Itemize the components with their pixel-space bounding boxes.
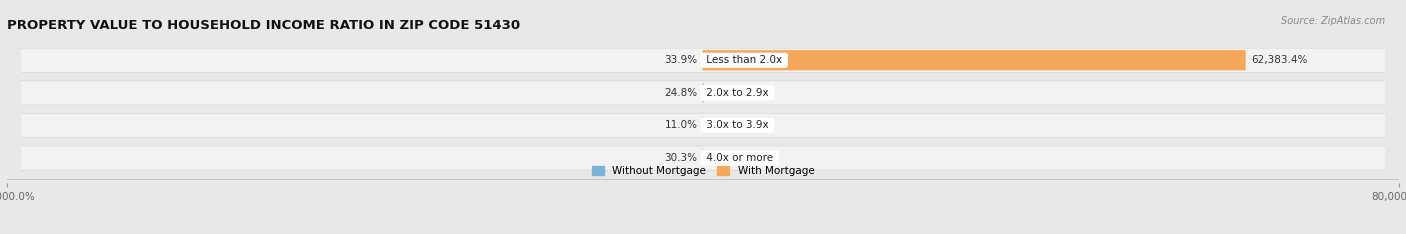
FancyBboxPatch shape xyxy=(21,114,1385,137)
FancyBboxPatch shape xyxy=(21,146,1385,170)
Text: 4.0x or more: 4.0x or more xyxy=(703,153,776,163)
FancyBboxPatch shape xyxy=(21,80,1385,105)
Text: 30.3%: 30.3% xyxy=(664,153,697,163)
FancyBboxPatch shape xyxy=(21,48,1385,72)
Text: 3.0x to 3.9x: 3.0x to 3.9x xyxy=(703,121,772,131)
FancyBboxPatch shape xyxy=(21,48,1385,73)
Legend: Without Mortgage, With Mortgage: Without Mortgage, With Mortgage xyxy=(588,162,818,180)
Text: 24.8%: 24.8% xyxy=(664,88,697,98)
FancyBboxPatch shape xyxy=(21,146,1385,170)
Text: 11.0%: 11.0% xyxy=(709,121,741,131)
Text: PROPERTY VALUE TO HOUSEHOLD INCOME RATIO IN ZIP CODE 51430: PROPERTY VALUE TO HOUSEHOLD INCOME RATIO… xyxy=(7,19,520,32)
FancyBboxPatch shape xyxy=(21,113,1385,138)
Text: 2.0x to 2.9x: 2.0x to 2.9x xyxy=(703,88,772,98)
Text: 33.9%: 33.9% xyxy=(664,55,697,65)
FancyBboxPatch shape xyxy=(703,50,1246,70)
Text: 75.5%: 75.5% xyxy=(709,88,742,98)
Text: 62,383.4%: 62,383.4% xyxy=(1251,55,1308,65)
Text: 4.9%: 4.9% xyxy=(709,153,735,163)
Text: 11.0%: 11.0% xyxy=(665,121,697,131)
Text: Less than 2.0x: Less than 2.0x xyxy=(703,55,786,65)
Text: Source: ZipAtlas.com: Source: ZipAtlas.com xyxy=(1281,16,1385,26)
FancyBboxPatch shape xyxy=(21,81,1385,105)
